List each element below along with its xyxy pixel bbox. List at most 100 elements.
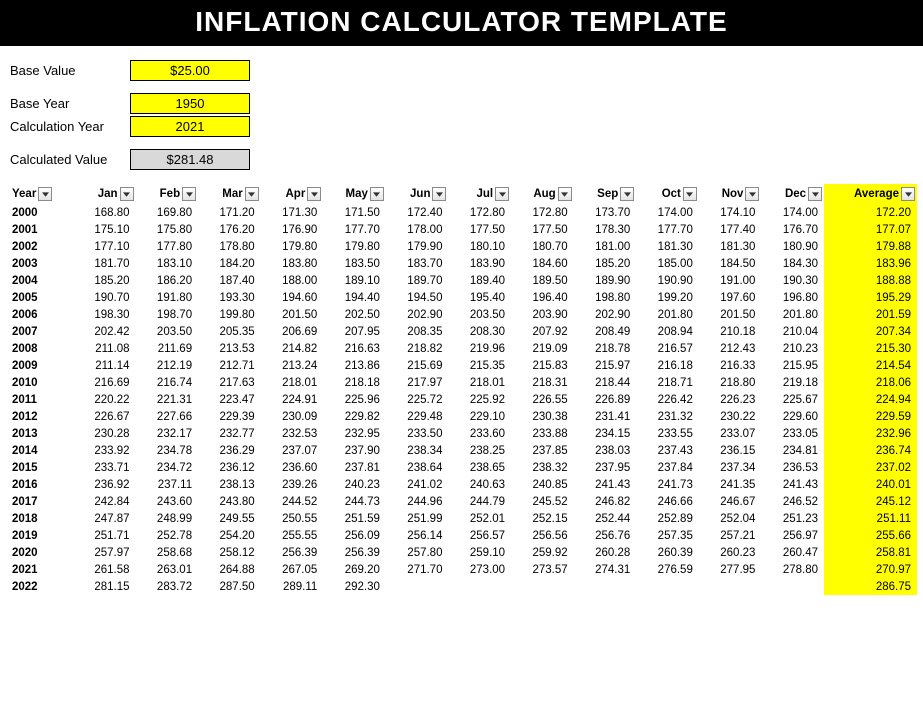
value-cell[interactable]: 218.01: [448, 374, 511, 391]
value-cell[interactable]: 198.30: [73, 306, 136, 323]
value-cell[interactable]: 198.80: [574, 289, 637, 306]
value-cell[interactable]: 238.03: [574, 442, 637, 459]
value-cell[interactable]: 256.09: [323, 527, 386, 544]
value-cell[interactable]: 177.70: [636, 221, 699, 238]
value-cell[interactable]: 252.01: [448, 510, 511, 527]
value-cell[interactable]: 244.79: [448, 493, 511, 510]
value-cell[interactable]: 234.81: [761, 442, 824, 459]
value-cell[interactable]: [448, 578, 511, 595]
value-cell[interactable]: 175.10: [73, 221, 136, 238]
year-cell[interactable]: 2002: [6, 238, 73, 255]
filter-dropdown-icon[interactable]: [120, 187, 134, 201]
value-cell[interactable]: 260.28: [574, 544, 637, 561]
filter-dropdown-icon[interactable]: [432, 187, 446, 201]
value-cell[interactable]: 233.88: [511, 425, 574, 442]
value-cell[interactable]: 240.63: [448, 476, 511, 493]
value-cell[interactable]: 256.56: [511, 527, 574, 544]
value-cell[interactable]: 219.09: [511, 340, 574, 357]
value-cell[interactable]: 217.63: [198, 374, 261, 391]
value-cell[interactable]: 246.66: [636, 493, 699, 510]
value-cell[interactable]: 229.48: [386, 408, 449, 425]
value-cell[interactable]: 259.10: [448, 544, 511, 561]
value-cell[interactable]: 202.42: [73, 323, 136, 340]
average-cell[interactable]: 195.29: [824, 289, 917, 306]
value-cell[interactable]: 236.29: [198, 442, 261, 459]
value-cell[interactable]: 241.35: [699, 476, 762, 493]
value-cell[interactable]: 177.80: [136, 238, 199, 255]
value-cell[interactable]: 193.30: [198, 289, 261, 306]
value-cell[interactable]: 248.99: [136, 510, 199, 527]
value-cell[interactable]: 172.40: [386, 204, 449, 221]
value-cell[interactable]: 250.55: [261, 510, 324, 527]
value-cell[interactable]: 239.26: [261, 476, 324, 493]
value-cell[interactable]: 246.67: [699, 493, 762, 510]
value-cell[interactable]: 252.04: [699, 510, 762, 527]
value-cell[interactable]: 190.30: [761, 272, 824, 289]
value-cell[interactable]: 178.80: [198, 238, 261, 255]
year-cell[interactable]: 2009: [6, 357, 73, 374]
value-cell[interactable]: 236.53: [761, 459, 824, 476]
value-cell[interactable]: 237.43: [636, 442, 699, 459]
value-cell[interactable]: 234.15: [574, 425, 637, 442]
value-cell[interactable]: 237.95: [574, 459, 637, 476]
value-cell[interactable]: 292.30: [323, 578, 386, 595]
value-cell[interactable]: 230.22: [699, 408, 762, 425]
value-cell[interactable]: 201.50: [699, 306, 762, 323]
value-cell[interactable]: 256.39: [323, 544, 386, 561]
value-cell[interactable]: 190.70: [73, 289, 136, 306]
average-cell[interactable]: 286.75: [824, 578, 917, 595]
year-cell[interactable]: 2001: [6, 221, 73, 238]
year-cell[interactable]: 2006: [6, 306, 73, 323]
value-cell[interactable]: 176.70: [761, 221, 824, 238]
average-cell[interactable]: 251.11: [824, 510, 917, 527]
value-cell[interactable]: 219.96: [448, 340, 511, 357]
value-cell[interactable]: 246.52: [761, 493, 824, 510]
filter-dropdown-icon[interactable]: [901, 187, 915, 201]
value-cell[interactable]: 178.00: [386, 221, 449, 238]
value-cell[interactable]: 212.71: [198, 357, 261, 374]
value-cell[interactable]: 267.05: [261, 561, 324, 578]
value-cell[interactable]: 225.96: [323, 391, 386, 408]
value-cell[interactable]: 211.14: [73, 357, 136, 374]
filter-dropdown-icon[interactable]: [683, 187, 697, 201]
value-cell[interactable]: 202.50: [323, 306, 386, 323]
value-cell[interactable]: 237.07: [261, 442, 324, 459]
value-cell[interactable]: 181.30: [699, 238, 762, 255]
value-cell[interactable]: 257.21: [699, 527, 762, 544]
value-cell[interactable]: 260.23: [699, 544, 762, 561]
value-cell[interactable]: 273.00: [448, 561, 511, 578]
value-cell[interactable]: 263.01: [136, 561, 199, 578]
value-cell[interactable]: 208.94: [636, 323, 699, 340]
average-cell[interactable]: 237.02: [824, 459, 917, 476]
calculation-year-input[interactable]: 2021: [130, 116, 250, 137]
value-cell[interactable]: 202.90: [574, 306, 637, 323]
value-cell[interactable]: 232.53: [261, 425, 324, 442]
value-cell[interactable]: 183.70: [386, 255, 449, 272]
value-cell[interactable]: 232.95: [323, 425, 386, 442]
value-cell[interactable]: 203.50: [136, 323, 199, 340]
value-cell[interactable]: 226.89: [574, 391, 637, 408]
value-cell[interactable]: 218.82: [386, 340, 449, 357]
average-cell[interactable]: 240.01: [824, 476, 917, 493]
value-cell[interactable]: 196.40: [511, 289, 574, 306]
value-cell[interactable]: 225.92: [448, 391, 511, 408]
year-cell[interactable]: 2015: [6, 459, 73, 476]
filter-dropdown-icon[interactable]: [808, 187, 822, 201]
year-cell[interactable]: 2003: [6, 255, 73, 272]
average-cell[interactable]: 229.59: [824, 408, 917, 425]
average-cell[interactable]: 179.88: [824, 238, 917, 255]
value-cell[interactable]: 218.78: [574, 340, 637, 357]
value-cell[interactable]: 231.41: [574, 408, 637, 425]
filter-dropdown-icon[interactable]: [370, 187, 384, 201]
value-cell[interactable]: 175.80: [136, 221, 199, 238]
value-cell[interactable]: 247.87: [73, 510, 136, 527]
value-cell[interactable]: 177.70: [323, 221, 386, 238]
value-cell[interactable]: 191.80: [136, 289, 199, 306]
value-cell[interactable]: 225.72: [386, 391, 449, 408]
year-cell[interactable]: 2004: [6, 272, 73, 289]
value-cell[interactable]: 206.69: [261, 323, 324, 340]
average-cell[interactable]: 218.06: [824, 374, 917, 391]
year-cell[interactable]: 2017: [6, 493, 73, 510]
value-cell[interactable]: 224.91: [261, 391, 324, 408]
value-cell[interactable]: [574, 578, 637, 595]
